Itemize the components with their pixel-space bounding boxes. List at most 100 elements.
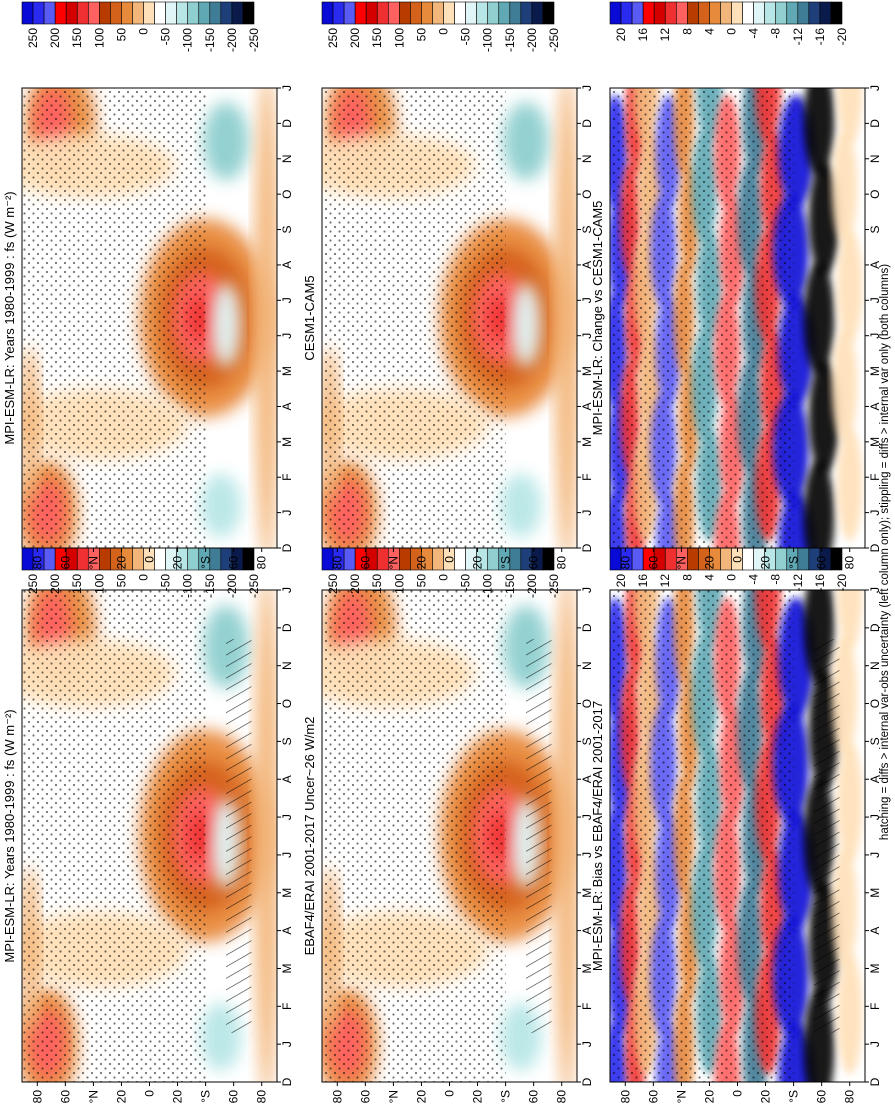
colorbar-cell [498,1,511,25]
month-tick-label: N [280,661,294,670]
month-tick-label: A [868,775,882,783]
lat-tick-label: 80 [618,1090,632,1104]
contour-region [503,102,549,180]
contour-region [836,590,863,651]
month-tick-label: A [280,927,294,935]
contour-region [803,261,835,375]
month-tick-label: A [280,402,294,410]
month-tick-label: J [580,852,594,858]
month-tick-label: M [280,888,294,898]
month-tick-label: J [580,297,594,303]
lat-tick-label: °S [787,1090,801,1103]
lat-tick-label: 0 [443,556,457,563]
lat-tick-label: 60 [227,556,241,570]
lat-tick-label: 60 [358,556,372,570]
panel-title: MPI-ESM-LR: Change vs CESM1-CAM5 [590,201,605,436]
month-tick-label: A [280,261,294,269]
colorbar-label: 50 [414,574,428,588]
lat-tick-label: °S [787,556,801,569]
colorbar-cell [421,1,433,25]
colorbar-cell [631,1,644,25]
colorbar-cell [21,1,34,25]
colorbar-cell [808,1,821,25]
lat-tick-label: 80 [255,1090,269,1104]
month-tick-label: S [868,737,882,745]
colorbar-cell [819,1,832,25]
colorbar-label: 0 [137,574,151,581]
month-tick-label: D [280,543,294,552]
month-tick-label: D [580,623,594,632]
colorbar: 20 16 12 8 4 0 -4 -8 -12 -16 -20 [609,547,849,592]
colorbar-label: 200 [348,574,362,594]
colorbar-cell [220,1,233,25]
colorbar-cell [487,547,500,571]
colorbar-cell [87,1,100,25]
colorbar-cell [775,547,788,571]
month-tick-label: M [280,963,294,973]
colorbar-label: 0 [137,28,151,35]
colorbar: 250 200 150 100 50 0 -50 -100 -150 -200 -250 [21,1,261,52]
lat-tick-label: 20 [702,556,716,570]
colorbar-label: 250 [26,28,40,48]
colorbar-cell [321,1,334,25]
month-tick-label: F [280,1003,294,1010]
panel-title: EBAF4/ERAI 2001-2017 Uncer~26 W/m2 [302,717,317,956]
colorbar-cell [764,1,777,25]
lat-tick-label: 60 [815,556,829,570]
colorbar-cell [642,1,655,25]
colorbar-cell [509,1,522,25]
month-tick-label: D [280,119,294,128]
lat-tick-label: 60 [646,556,660,570]
contour-region [836,953,863,1075]
lat-tick-label: 80 [843,1090,857,1104]
colorbar-cell [520,1,533,25]
panel-title: CESM1-CAM5 [302,275,317,360]
colorbar-label: -20 [835,574,849,592]
month-tick-label: S [280,226,294,234]
stippling [22,88,206,548]
colorbar: 250 200 150 100 50 0 -50 -100 -150 -200 -250 [21,547,261,598]
colorbar-label: -16 [813,574,827,592]
month-tick-label: J [868,510,882,516]
colorbar-cell [609,1,622,25]
colorbar-cell [742,1,754,25]
colorbar-cell [65,1,78,25]
month-tick-label: J [868,587,882,593]
lat-tick-label: 20 [114,556,128,570]
colorbar-cell [332,1,345,25]
colorbar: 250 200 150 100 50 0 -50 -100 -150 -200 -250 [321,1,561,52]
lat-tick-label: 0 [731,1090,745,1097]
lat-tick-label: 60 [58,556,72,570]
colorbar-cell [775,1,788,25]
month-tick-label: J [280,587,294,593]
colorbar-cell [343,547,356,571]
contour-region [254,590,277,1082]
colorbar-label: 0 [725,28,739,35]
colorbar-cell [121,1,133,25]
colorbar-cell [675,1,688,25]
colorbar-label: -4 [747,28,761,39]
colorbar-label: 8 [680,28,694,35]
month-tick-label: J [868,852,882,858]
colorbar-cell [454,1,466,25]
lat-tick-label: 20 [759,556,773,570]
stippling [322,590,506,1082]
colorbar-label: -250 [547,574,561,598]
colorbar: 250 200 150 100 50 0 -50 -100 -150 -200 -250 [321,547,561,598]
colorbar-label: 200 [348,28,362,48]
lat-tick-label: 80 [330,556,344,570]
contour-region [554,590,577,1082]
colorbar-cell [198,1,211,25]
month-tick-label: J [580,1041,594,1047]
colorbar-label: 16 [636,28,650,42]
month-tick-label: D [580,119,594,128]
month-tick-label: J [580,333,594,339]
contour-region [836,88,863,145]
month-tick-label: D [280,1077,294,1086]
colorbar-label: -100 [181,28,195,52]
month-tick-label: M [580,963,594,973]
